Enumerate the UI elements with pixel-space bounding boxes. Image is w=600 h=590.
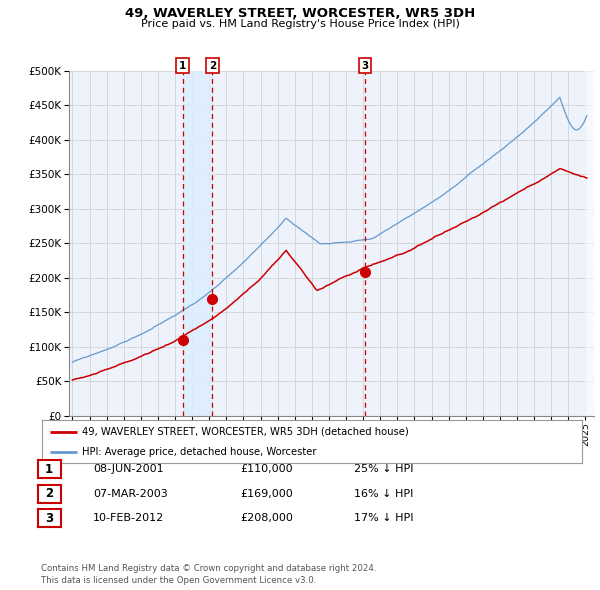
Text: 1: 1 [179, 61, 186, 71]
Text: £110,000: £110,000 [240, 464, 293, 474]
Text: 2: 2 [209, 61, 216, 71]
Text: 1: 1 [45, 463, 53, 476]
Text: 16% ↓ HPI: 16% ↓ HPI [354, 489, 413, 499]
Text: 07-MAR-2003: 07-MAR-2003 [93, 489, 168, 499]
Text: 17% ↓ HPI: 17% ↓ HPI [354, 513, 413, 523]
Text: 49, WAVERLEY STREET, WORCESTER, WR5 3DH: 49, WAVERLEY STREET, WORCESTER, WR5 3DH [125, 7, 475, 20]
Text: 08-JUN-2001: 08-JUN-2001 [93, 464, 164, 474]
Text: HPI: Average price, detached house, Worcester: HPI: Average price, detached house, Worc… [83, 447, 317, 457]
Text: £208,000: £208,000 [240, 513, 293, 523]
Bar [182, 71, 212, 416]
Text: Price paid vs. HM Land Registry's House Price Index (HPI): Price paid vs. HM Land Registry's House … [140, 19, 460, 29]
Text: Contains HM Land Registry data © Crown copyright and database right 2024.
This d: Contains HM Land Registry data © Crown c… [41, 565, 376, 585]
Text: 10-FEB-2012: 10-FEB-2012 [93, 513, 164, 523]
Text: 3: 3 [45, 512, 53, 525]
Bar [586, 71, 600, 416]
Text: £169,000: £169,000 [240, 489, 293, 499]
Text: 49, WAVERLEY STREET, WORCESTER, WR5 3DH (detached house): 49, WAVERLEY STREET, WORCESTER, WR5 3DH … [83, 427, 409, 437]
Text: 2: 2 [45, 487, 53, 500]
Text: 25% ↓ HPI: 25% ↓ HPI [354, 464, 413, 474]
Text: 3: 3 [361, 61, 368, 71]
